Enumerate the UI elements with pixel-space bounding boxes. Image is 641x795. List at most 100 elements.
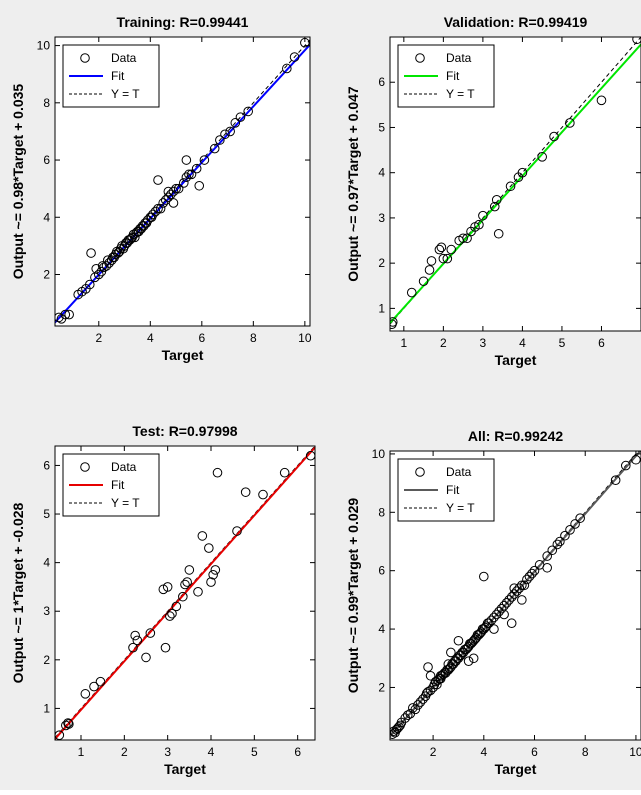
- validation-plot-area: [390, 37, 641, 330]
- data-point: [415, 697, 426, 707]
- all-legend-identity-label: Y = T: [446, 501, 475, 515]
- validation-x-tick-label: 3: [480, 336, 487, 350]
- test-x-tick-label: 6: [294, 745, 301, 759]
- data-point: [199, 155, 210, 165]
- training-y-tick-label: 2: [43, 267, 50, 281]
- data-point: [555, 536, 565, 547]
- data-point: [494, 606, 504, 617]
- all-x-tick-label: 2: [430, 745, 437, 759]
- data-point: [514, 583, 525, 594]
- data-point: [86, 248, 96, 258]
- validation-x-tick-label: 5: [559, 336, 566, 350]
- validation-x-tick-label: 6: [598, 336, 605, 350]
- data-point: [95, 676, 106, 687]
- data-point: [491, 609, 502, 620]
- data-point: [212, 467, 223, 478]
- data-point: [517, 595, 527, 605]
- training-legend-data-marker: [80, 53, 90, 63]
- all-y-tick-label: 6: [378, 564, 385, 578]
- data-point: [390, 317, 398, 327]
- all-plot-area: [390, 451, 641, 739]
- data-point: [565, 118, 575, 128]
- all-y-label: Output ~= 0.99*Target + 0.029: [345, 498, 361, 694]
- data-point: [206, 577, 216, 587]
- data-point: [55, 312, 64, 323]
- data-point: [63, 718, 73, 728]
- all-x-tick-label: 8: [582, 745, 589, 759]
- data-point: [173, 183, 184, 194]
- data-point: [60, 309, 71, 320]
- training-y-tick-label: 4: [43, 210, 50, 224]
- data-point: [208, 569, 218, 580]
- data-point: [425, 670, 436, 681]
- validation-legend-fit-label: Fit: [446, 69, 460, 83]
- data-point: [180, 579, 190, 590]
- data-point: [181, 155, 192, 165]
- training-x-tick-label: 10: [298, 331, 312, 345]
- data-point: [184, 565, 195, 575]
- data-point: [519, 580, 530, 591]
- data-point: [166, 189, 176, 200]
- validation-x-tick-label: 1: [400, 336, 407, 350]
- data-point: [632, 37, 641, 45]
- data-point: [101, 261, 112, 271]
- training-legend-fit-label: Fit: [111, 69, 125, 83]
- data-point: [504, 595, 514, 605]
- validation-x-tick-label: 2: [440, 336, 447, 350]
- data-point: [506, 592, 517, 602]
- data-point: [230, 118, 241, 128]
- training-legend-identity-label: Y = T: [111, 87, 140, 101]
- data-point: [499, 609, 509, 620]
- data-point: [225, 126, 235, 137]
- data-point: [97, 261, 108, 271]
- data-point: [489, 201, 500, 212]
- all-y-tick-label: 10: [372, 447, 386, 461]
- test-x-tick-label: 3: [164, 745, 171, 759]
- test-x-label: Target: [164, 761, 206, 777]
- data-point: [162, 582, 173, 592]
- data-point: [426, 256, 437, 266]
- data-point: [128, 642, 138, 653]
- data-point: [64, 719, 74, 729]
- data-point: [148, 209, 158, 220]
- data-point: [209, 143, 220, 154]
- data-point: [438, 253, 449, 264]
- validation-title: Validation: R=0.99419: [444, 14, 588, 30]
- validation-legend-data-label: Data: [446, 51, 472, 65]
- validation-x-tick-label: 4: [519, 336, 526, 350]
- data-point: [153, 175, 163, 185]
- training-fit-line: [55, 44, 310, 323]
- data-point: [232, 526, 242, 536]
- test-y-tick-label: 4: [43, 556, 50, 570]
- data-point: [527, 568, 537, 579]
- data-point: [486, 615, 497, 626]
- all-axes-frame: [389, 450, 641, 741]
- data-point: [171, 601, 182, 612]
- test-y-tick-label: 1: [43, 701, 50, 715]
- data-point: [446, 244, 457, 255]
- data-point: [220, 129, 230, 140]
- data-point: [178, 591, 188, 602]
- data-point: [406, 287, 417, 298]
- test-legend: Data Fit Y = T: [62, 453, 160, 517]
- training-y-label: Output ~= 0.98*Target + 0.035: [10, 84, 26, 280]
- data-point: [194, 180, 205, 191]
- validation-legend-data-marker: [415, 53, 425, 63]
- data-point: [64, 309, 74, 320]
- test-title: Test: R=0.97998: [132, 423, 237, 439]
- data-point: [243, 106, 253, 117]
- data-point: [474, 219, 484, 230]
- validation-fit-line: [390, 43, 641, 324]
- validation-legend-identity-label: Y = T: [446, 87, 475, 101]
- validation-axes-frame: [389, 36, 641, 332]
- data-point: [453, 635, 464, 646]
- all-y-tick-label: 4: [378, 622, 385, 636]
- data-point: [620, 460, 631, 471]
- data-point: [529, 565, 540, 576]
- training-x-tick-label: 4: [147, 331, 154, 345]
- data-point: [193, 586, 203, 597]
- validation-y-tick-label: 3: [378, 211, 385, 225]
- data-point: [552, 539, 563, 550]
- test-x-tick-label: 4: [208, 745, 215, 759]
